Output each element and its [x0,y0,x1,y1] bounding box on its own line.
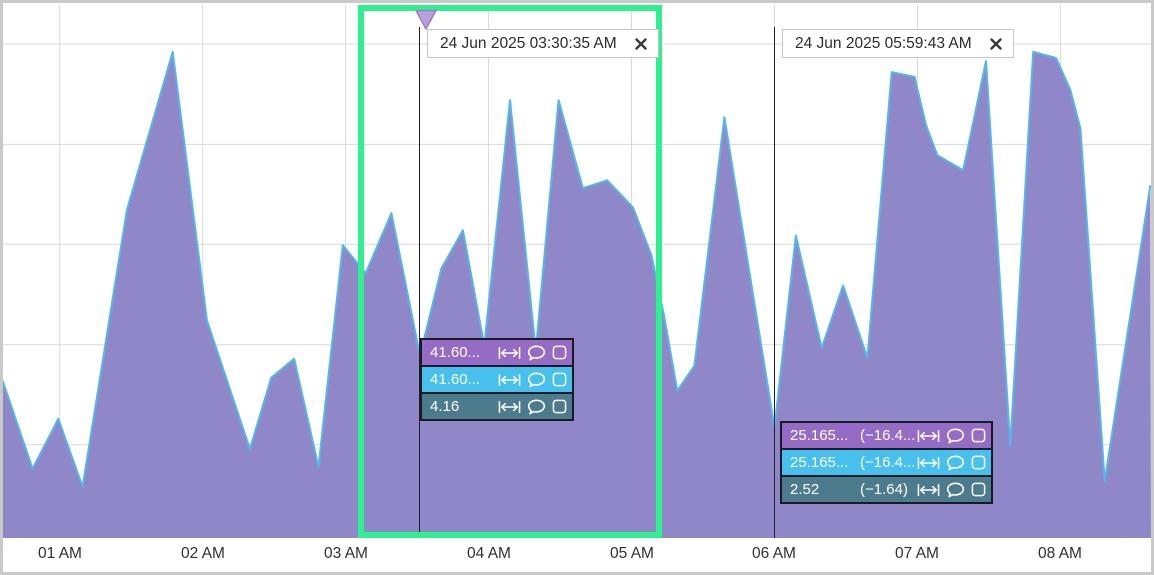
badge-value: 25.165... [790,427,860,444]
cursor-close-icon[interactable] [635,38,647,50]
x-axis-label: 06 AM [734,545,814,563]
badge-actions [498,372,567,388]
x-axis-label: 03 AM [306,545,386,563]
measurement-badge-row: 25.165...(−16.4... [780,448,993,477]
badge-delta: (−1.64) [860,481,917,498]
box-icon[interactable] [971,455,986,470]
measurement-badge-row: 41.60... [420,338,574,367]
badge-delta: (−16.4... [860,454,917,471]
width-measure-icon[interactable] [917,429,940,443]
badge-actions [498,345,567,361]
measurement-badge-row: 41.60... [420,365,574,394]
cursor-close-icon[interactable] [990,38,1002,50]
x-axis-label: 04 AM [449,545,529,563]
box-icon[interactable] [552,372,567,387]
x-axis-label: 05 AM [592,545,672,563]
badge-actions [917,482,986,498]
box-icon[interactable] [971,482,986,497]
comment-bubble-icon[interactable] [946,482,965,498]
comment-bubble-icon[interactable] [527,345,546,361]
x-axis-label: 01 AM [20,545,100,563]
comment-bubble-icon[interactable] [946,455,965,471]
comment-bubble-icon[interactable] [527,372,546,388]
width-measure-icon[interactable] [498,400,521,414]
x-axis-label: 07 AM [877,545,957,563]
x-axis-label: 02 AM [163,545,243,563]
cursor-1-measurement-badges: 41.60... 41.60... 4.16 [420,338,574,421]
measurement-badge-row: 2.52(−1.64) [780,475,993,504]
badge-value: 41.60... [430,371,498,388]
x-axis-label: 08 AM [1020,545,1100,563]
measurement-badge-row: 4.16 [420,392,574,421]
cursor-flag-2[interactable]: 24 Jun 2025 05:59:43 AM [782,29,1014,58]
cursor-timestamp: 24 Jun 2025 05:59:43 AM [795,35,972,53]
badge-delta: (−16.4... [860,427,917,444]
cursor-line-1[interactable] [419,27,420,538]
cursor-timestamp: 24 Jun 2025 03:30:35 AM [440,35,617,53]
box-icon[interactable] [552,345,567,360]
badge-value: 41.60... [430,344,498,361]
cursor-2-measurement-badges: 25.165...(−16.4...25.165...(−16.4...2.52… [780,421,993,504]
cursor-marker-triangle-icon[interactable] [414,9,438,31]
cursor-line-2[interactable] [774,27,775,538]
badge-value: 25.165... [790,454,860,471]
cursor-flag-1[interactable]: 24 Jun 2025 03:30:35 AM [427,29,659,58]
box-icon[interactable] [552,399,567,414]
waveform-chart-panel: 24 Jun 2025 03:30:35 AM 24 Jun 2025 05:5… [0,0,1154,575]
width-measure-icon[interactable] [498,373,521,387]
badge-value: 4.16 [430,398,498,415]
width-measure-icon[interactable] [917,483,940,497]
badge-actions [498,399,567,415]
x-axis: 01 AM 02 AM 03 AM 04 AM 05 AM 06 AM 07 AM 08 AM [3,540,1151,572]
width-measure-icon[interactable] [498,346,521,360]
measurement-badge-row: 25.165...(−16.4... [780,421,993,450]
comment-bubble-icon[interactable] [946,428,965,444]
badge-actions [917,428,986,444]
badge-actions [917,455,986,471]
comment-bubble-icon[interactable] [527,399,546,415]
badge-value: 2.52 [790,481,860,498]
box-icon[interactable] [971,428,986,443]
width-measure-icon[interactable] [917,456,940,470]
